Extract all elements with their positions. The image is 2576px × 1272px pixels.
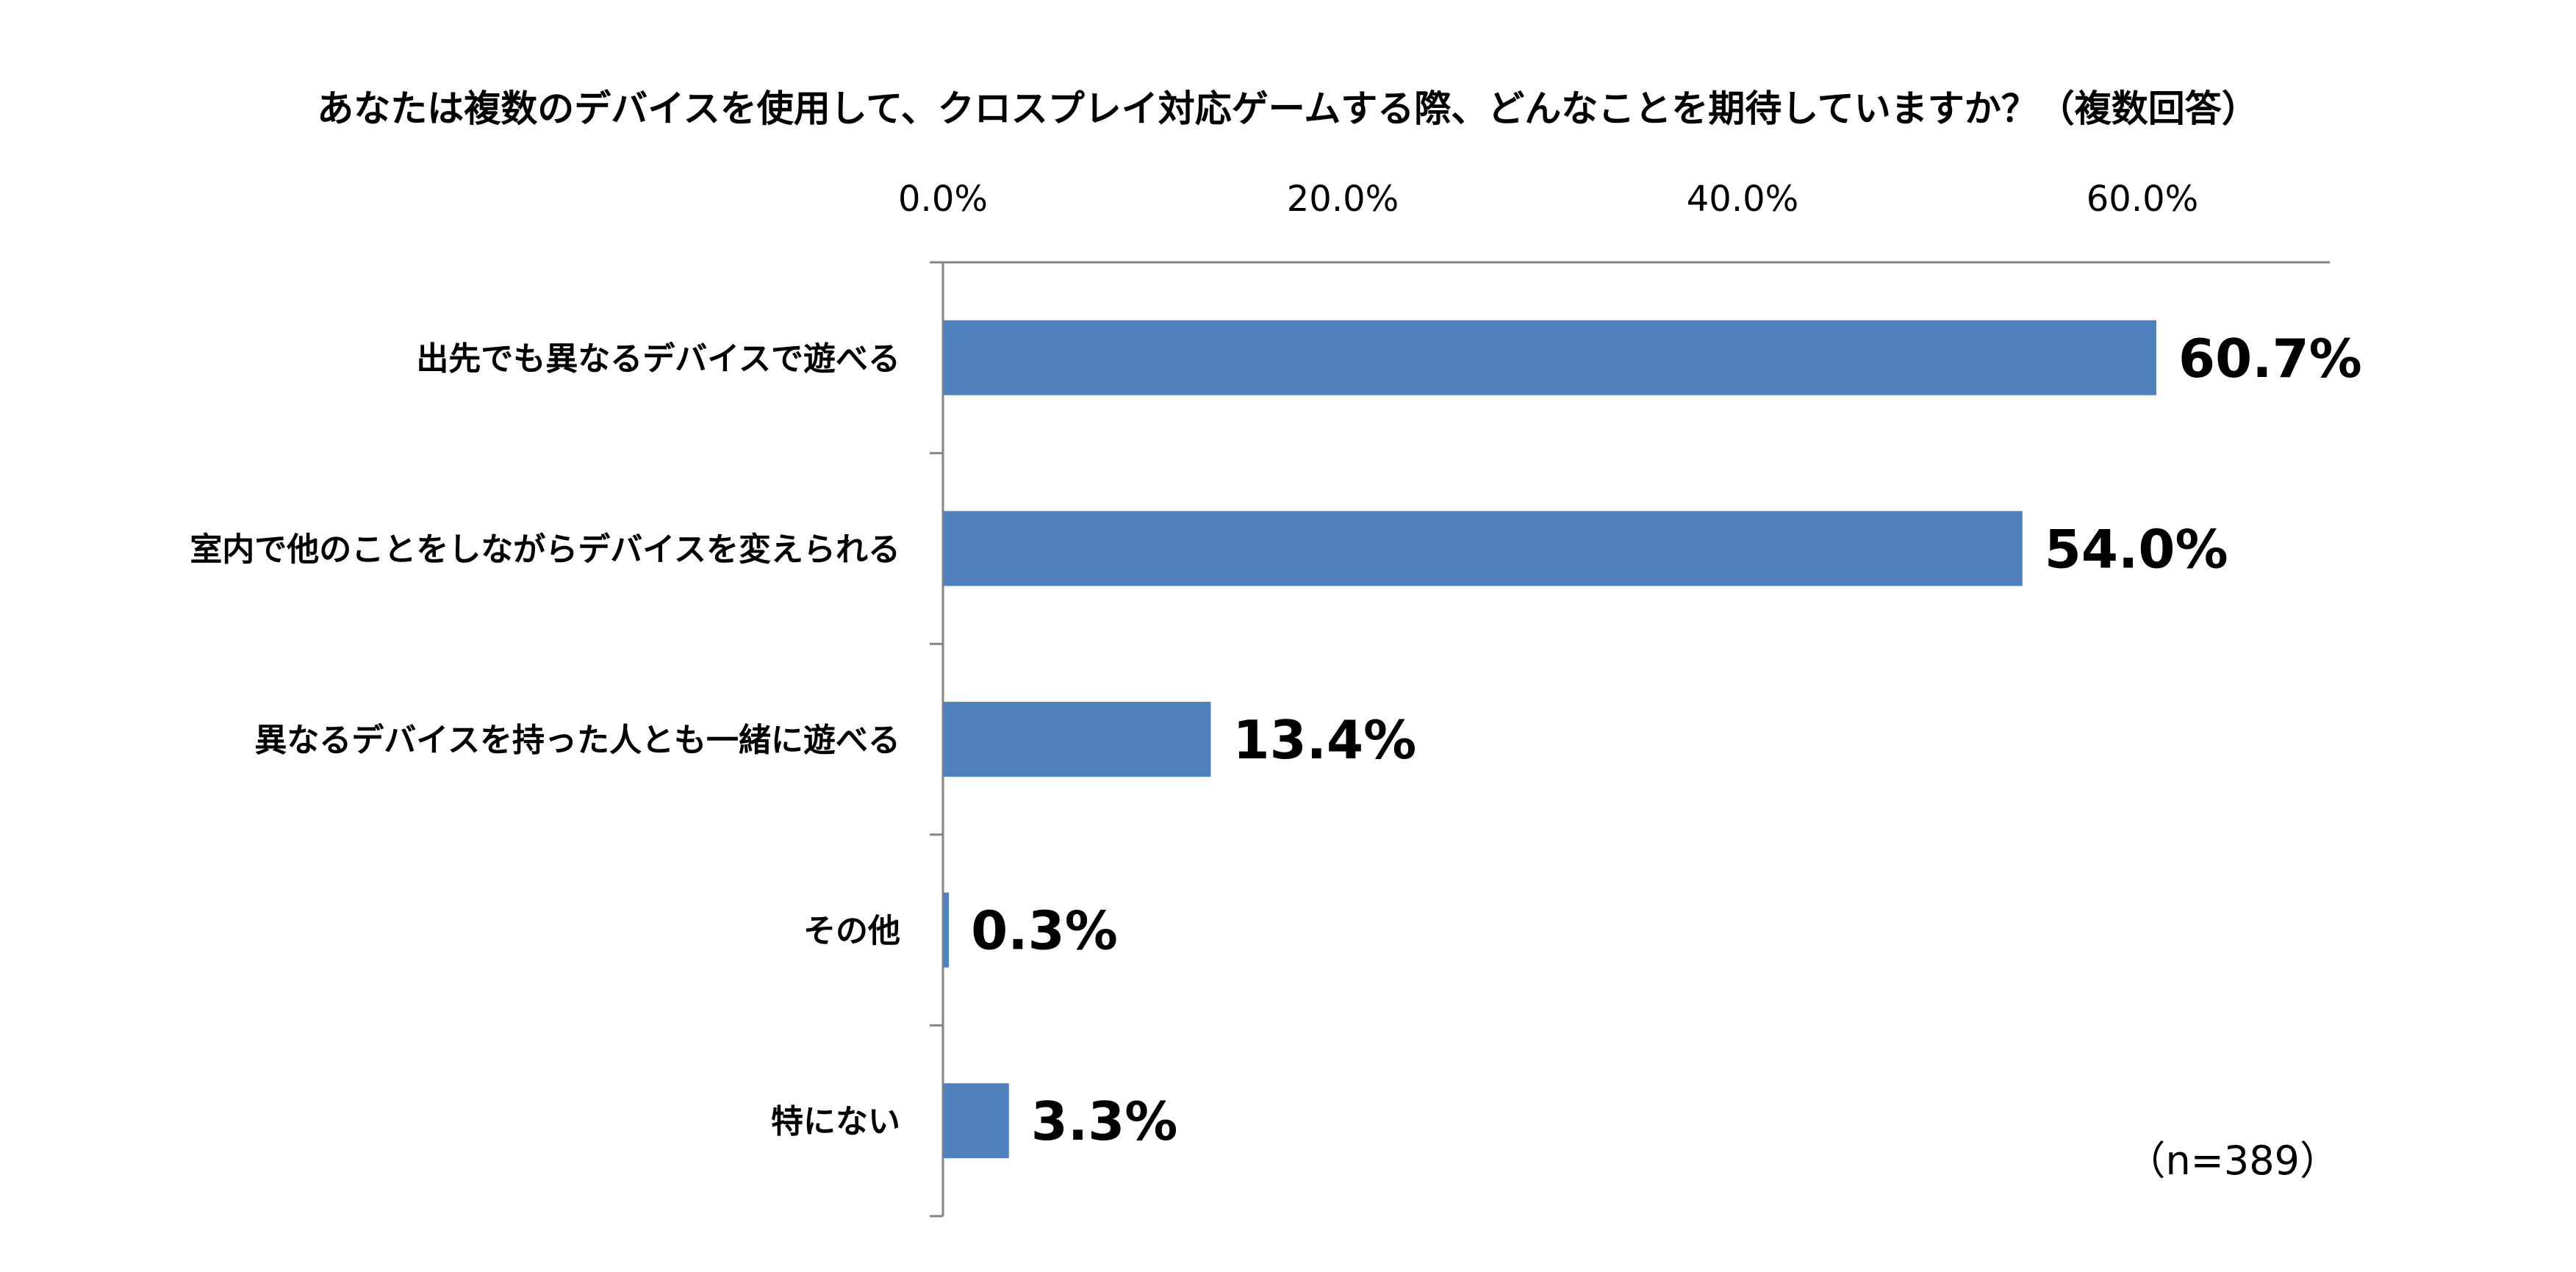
data-label: 54.0% (2045, 518, 2228, 580)
bar (943, 511, 2023, 586)
label-layer: 60.7% 出先でも異なるデバイスで遊べる 54.0% 室内で他のことをしながらデバイ… (190, 328, 2362, 1152)
x-tick-label: 60.0% (2087, 179, 2198, 220)
category-label: 室内で他のことをしながらデバイスを変えられる (190, 531, 900, 568)
bar (943, 892, 950, 968)
category-label: その他 (803, 913, 900, 950)
x-tick-label: 0.0% (898, 179, 988, 220)
category-label: 特にない (771, 1103, 900, 1140)
data-label: 3.3% (1031, 1090, 1178, 1152)
bar-layer (943, 320, 2157, 1159)
chart-title: あなたは複数のデバイスを使用して、クロスプレイ対応ゲームする際、どんなことを期待… (317, 87, 2259, 130)
x-tick-label: 20.0% (1287, 179, 1399, 220)
bar (943, 702, 1211, 777)
data-label: 13.4% (1233, 709, 1416, 771)
data-label: 0.3% (971, 900, 1118, 962)
category-label: 異なるデバイスを持った人とも一緒に遊べる (254, 722, 900, 759)
category-label: 出先でも異なるデバイスで遊べる (416, 340, 900, 378)
bar (943, 320, 2157, 395)
bar (943, 1083, 1009, 1159)
axis-layer: 0.0% 20.0% 40.0% 60.0% (898, 179, 2330, 1218)
sample-size-note: （n=389） (2125, 1138, 2339, 1184)
x-tick-label: 40.0% (1687, 179, 1798, 220)
data-label: 60.7% (2178, 328, 2362, 389)
